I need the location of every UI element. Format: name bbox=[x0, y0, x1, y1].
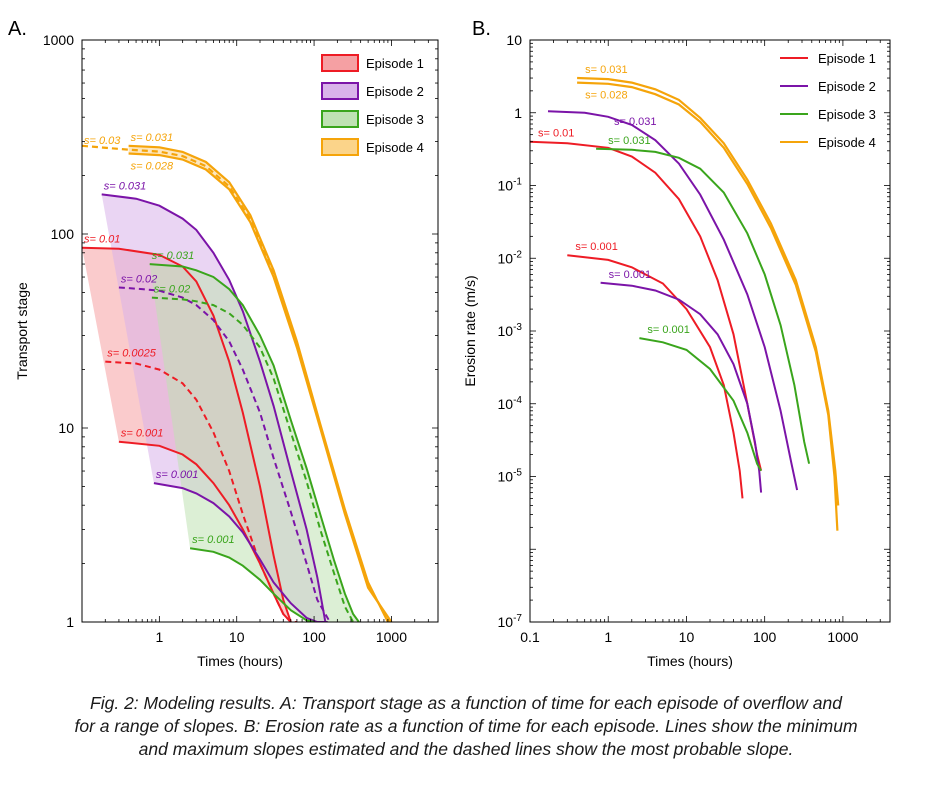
y-tick-label: 1 bbox=[514, 105, 522, 121]
series-label: s= 0.031 bbox=[152, 250, 195, 262]
legend-label: Episode 4 bbox=[818, 135, 876, 150]
legend-label: Episode 2 bbox=[366, 84, 424, 99]
x-axis-title: Times (hours) bbox=[197, 653, 283, 669]
legend-label: Episode 3 bbox=[818, 107, 876, 122]
legend-label: Episode 1 bbox=[818, 51, 876, 66]
series-line bbox=[600, 281, 763, 493]
series-label: s= 0.01 bbox=[538, 128, 574, 140]
series-label: s= 0.0025 bbox=[107, 348, 157, 360]
x-axis-title: Times (hours) bbox=[647, 653, 733, 669]
series-label: s= 0.001 bbox=[647, 324, 690, 336]
chart-a-axes: 1 10 100 1000 Times (hours) Transport stage bbox=[14, 39, 439, 669]
figure-caption: Fig. 2: Modeling results. A: Transport s… bbox=[0, 692, 932, 761]
panel-a-letter: A. bbox=[8, 18, 27, 40]
series-line bbox=[530, 140, 763, 471]
y-tick-label: 10 bbox=[506, 32, 522, 48]
series-label: s= 0.031 bbox=[614, 116, 657, 128]
x-tick-label: 0.1 bbox=[520, 629, 540, 645]
y-tick-label: 10-7 bbox=[498, 613, 523, 630]
plot-b-area bbox=[530, 76, 840, 531]
legend-label: Episode 3 bbox=[366, 112, 424, 127]
series-line bbox=[128, 152, 393, 622]
x-tick-label: 1000 bbox=[376, 629, 407, 645]
y-tick-label: 10-1 bbox=[498, 177, 523, 194]
series-label: s= 0.001 bbox=[156, 469, 199, 481]
series-label: s= 0.031 bbox=[131, 132, 174, 144]
legend-label: Episode 2 bbox=[818, 79, 876, 94]
caption-line-2: for a range of slopes. B: Erosion rate a… bbox=[74, 716, 858, 736]
y-tick-label: 10-3 bbox=[498, 322, 523, 339]
series-line bbox=[639, 337, 762, 472]
y-tick-label: 1000 bbox=[43, 32, 74, 48]
x-tick-label: 10 bbox=[679, 629, 695, 645]
series-label: s= 0.028 bbox=[585, 90, 628, 102]
series-label: s= 0.031 bbox=[104, 180, 147, 192]
plot-a-area bbox=[82, 144, 393, 622]
series-label: s= 0.03 bbox=[84, 135, 121, 147]
legend-label: Episode 4 bbox=[366, 140, 424, 155]
series-label: s= 0.001 bbox=[121, 428, 164, 440]
y-axis-title: Transport stage bbox=[14, 282, 30, 380]
x-tick-label: 1 bbox=[604, 629, 612, 645]
legend-a: Episode 1 Episode 2 Episode 3 Episode 4 bbox=[321, 54, 424, 156]
x-tick-label: 10 bbox=[229, 629, 245, 645]
x-tick-label: 1 bbox=[155, 629, 163, 645]
y-tick-label: 10 bbox=[58, 420, 74, 436]
y-tick-label: 10-2 bbox=[498, 249, 523, 266]
x-tick-label: 1000 bbox=[827, 629, 858, 645]
series-line bbox=[151, 296, 354, 622]
series-label: s= 0.031 bbox=[585, 64, 628, 76]
series-label: s= 0.02 bbox=[121, 273, 157, 285]
y-tick-label: 100 bbox=[51, 226, 75, 242]
series-line bbox=[189, 547, 315, 622]
series-line bbox=[547, 110, 799, 491]
series-label: s= 0.001 bbox=[609, 269, 652, 281]
y-axis-title: Erosion rate (m/s) bbox=[462, 275, 478, 386]
x-tick-label: 100 bbox=[302, 629, 326, 645]
series-line bbox=[101, 193, 327, 622]
panel-b-letter: B. bbox=[472, 18, 491, 40]
y-tick-label: 1 bbox=[66, 614, 74, 630]
y-tick-label: 10-4 bbox=[498, 395, 523, 412]
y-tick-label: 10-5 bbox=[498, 468, 523, 485]
series-line bbox=[118, 286, 331, 622]
series-label: s= 0.001 bbox=[192, 534, 235, 546]
x-tick-label: 100 bbox=[753, 629, 777, 645]
episode-envelope bbox=[149, 264, 359, 622]
legend-swatch bbox=[321, 54, 359, 72]
series-line bbox=[149, 263, 360, 622]
legend-swatch bbox=[321, 138, 359, 156]
series-label: s= 0.028 bbox=[131, 160, 174, 172]
series-line bbox=[118, 440, 292, 622]
legend-label: Episode 1 bbox=[366, 56, 424, 71]
series-line bbox=[567, 254, 744, 499]
legend-swatch bbox=[321, 110, 359, 128]
legend-swatch bbox=[321, 82, 359, 100]
chart-b-axes: 0.1 1 10 100 1000 Times (hours) Erosion rate (… bbox=[462, 39, 891, 669]
series-line bbox=[577, 81, 839, 531]
series-label: s= 0.001 bbox=[575, 241, 618, 253]
series-line bbox=[82, 246, 292, 622]
caption-line-1: Fig. 2: Modeling results. A: Transport s… bbox=[90, 693, 842, 713]
series-label: s= 0.031 bbox=[608, 135, 651, 147]
series-label: s= 0.01 bbox=[84, 234, 120, 246]
legend-b: Episode 1 Episode 2 Episode 3 Episode 4 bbox=[780, 51, 876, 150]
series-line bbox=[153, 482, 328, 622]
series-label: s= 0.02 bbox=[154, 284, 190, 296]
series-line bbox=[596, 147, 811, 464]
caption-line-3: and maximum slopes estimated and the das… bbox=[138, 739, 794, 759]
